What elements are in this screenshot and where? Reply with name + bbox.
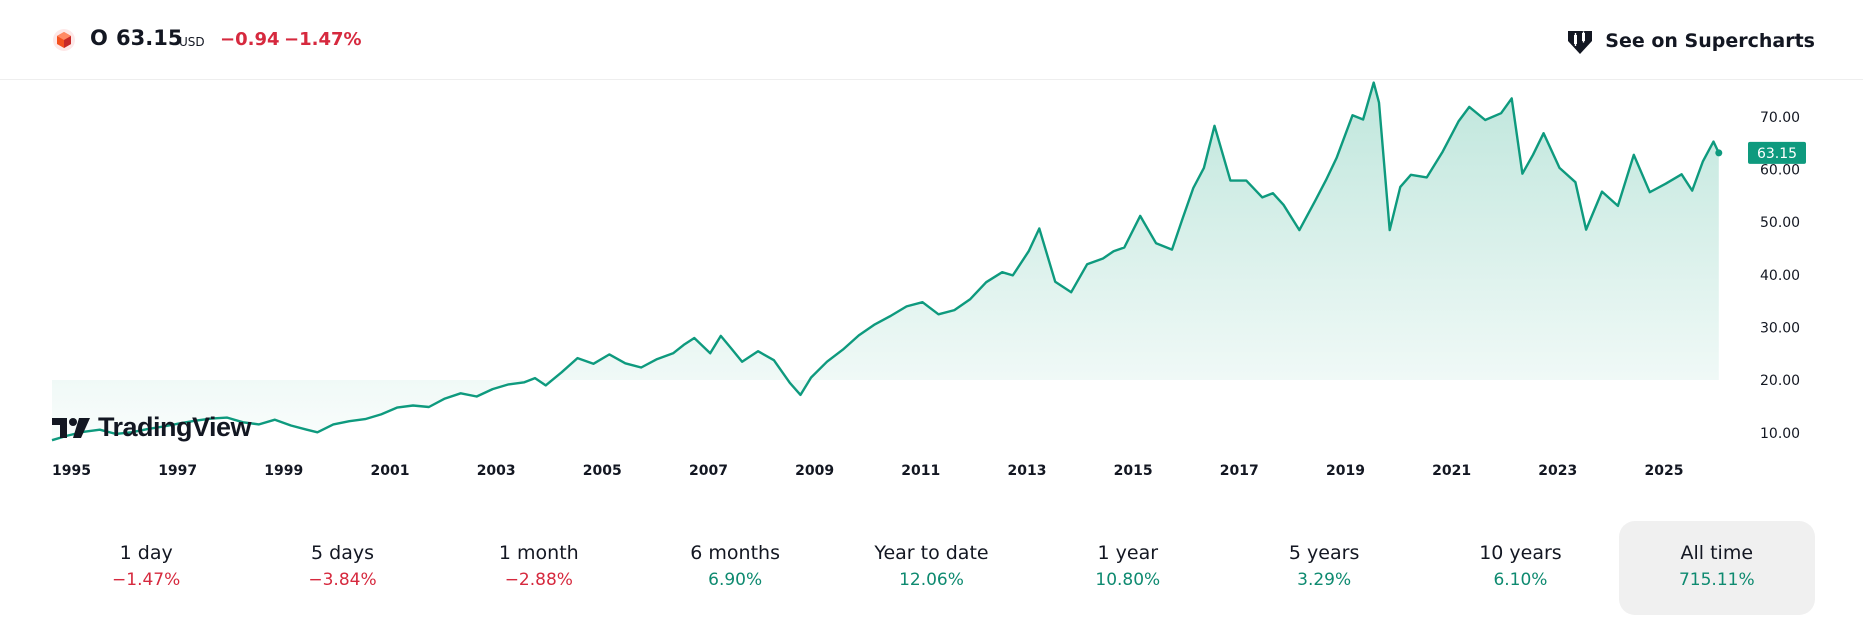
x-tick-label: 2023	[1538, 463, 1577, 479]
last-price-label: 63.15	[1757, 146, 1797, 162]
price-chart[interactable]: 10.00 20.00 30.00 40.00 50.00 60.00 70.00 1995…	[0, 80, 1863, 500]
see-on-supercharts-button[interactable]: See on Supercharts	[1565, 24, 1815, 58]
period-label: 1 day	[119, 542, 173, 564]
period-change-value: −1.47%	[112, 570, 181, 590]
price-line	[51, 81, 1720, 442]
price-area-fill	[52, 82, 1719, 441]
supercharts-label: See on Supercharts	[1605, 30, 1815, 52]
x-tick-label: 1999	[264, 463, 303, 479]
tradingview-logo-icon	[52, 417, 90, 438]
period-label: 1 month	[498, 542, 579, 564]
period-label: 5 years	[1288, 542, 1360, 564]
x-tick-label: 2025	[1645, 463, 1684, 479]
y-tick-label: 20.00	[1760, 373, 1800, 389]
price-change-percent: −1.47%	[284, 29, 362, 50]
period-label: All time	[1680, 542, 1754, 564]
x-tick-label: 2019	[1326, 463, 1365, 479]
ticker-symbol: O	[90, 26, 109, 50]
period-tab[interactable]: 5 days −3.84%	[244, 521, 440, 615]
x-tick-label: 2015	[1114, 463, 1153, 479]
current-price: 63.15	[116, 26, 183, 50]
period-change-value: −2.88%	[504, 570, 573, 590]
tradingview-watermark: TradingView	[52, 412, 252, 443]
period-change-value: 6.10%	[1493, 570, 1548, 590]
x-axis: 1995 1997 1999 2001 2003 2005 2007 2009 2011 2013…	[52, 463, 1683, 479]
x-tick-label: 1997	[158, 463, 197, 479]
period-tab[interactable]: 6 months 6.90%	[637, 521, 833, 615]
period-tab[interactable]: 10 years 6.10%	[1422, 521, 1618, 615]
x-tick-label: 2005	[583, 463, 622, 479]
symbol-header: O 63.15 USD −0.94 −1.47% See on Supercha…	[0, 0, 1863, 80]
y-axis: 10.00 20.00 30.00 40.00 50.00 60.00 70.00	[1760, 110, 1800, 442]
period-label: 5 days	[311, 542, 374, 564]
period-change-value: 715.11%	[1678, 570, 1755, 590]
supercharts-icon	[1568, 31, 1593, 54]
period-tab[interactable]: 5 years 3.29%	[1226, 521, 1422, 615]
period-tab[interactable]: All time 715.11%	[1618, 521, 1815, 615]
period-tab[interactable]: 1 year 10.80%	[1030, 521, 1226, 615]
period-change-value: 3.29%	[1297, 570, 1352, 590]
currency-code: USD	[179, 35, 205, 49]
x-tick-label: 2003	[477, 463, 516, 479]
period-change-value: 6.90%	[708, 570, 763, 590]
x-tick-label: 2021	[1432, 463, 1471, 479]
x-tick-label: 2009	[795, 463, 834, 479]
x-tick-label: 2017	[1220, 463, 1259, 479]
period-tab[interactable]: 1 day −1.47%	[48, 521, 244, 615]
y-tick-label: 70.00	[1760, 110, 1800, 126]
last-price-tag	[1748, 141, 1806, 164]
x-tick-label: 1995	[52, 463, 91, 479]
x-tick-label: 2001	[371, 463, 410, 479]
period-label: Year to date	[874, 542, 989, 564]
period-label: 1 year	[1097, 542, 1159, 564]
period-tab[interactable]: 1 month −2.88%	[441, 521, 637, 615]
period-change-value: 10.80%	[1095, 570, 1161, 590]
x-tick-label: 2007	[689, 463, 728, 479]
y-tick-label: 10.00	[1760, 426, 1800, 442]
y-tick-label: 60.00	[1760, 163, 1800, 179]
period-tab[interactable]: Year to date 12.06%	[833, 521, 1029, 615]
period-change-value: 12.06%	[899, 570, 964, 590]
period-label: 6 months	[690, 542, 780, 564]
last-price-dot	[1715, 149, 1723, 157]
y-tick-label: 40.00	[1760, 268, 1800, 284]
last-price-marker: 63.15	[1715, 141, 1806, 164]
period-change-value: −3.84%	[308, 570, 377, 590]
y-tick-label: 50.00	[1760, 215, 1800, 231]
tradingview-wordmark: TradingView	[98, 412, 252, 442]
company-logo-icon	[53, 29, 75, 51]
y-tick-label: 30.00	[1760, 321, 1800, 337]
x-tick-label: 2013	[1008, 463, 1047, 479]
price-change-absolute: −0.94	[220, 29, 280, 50]
period-label: 10 years	[1479, 542, 1562, 564]
performance-periods: 1 day −1.47% 5 days −3.84% 1 month −2.88% 6 mo…	[48, 521, 1815, 615]
x-tick-label: 2011	[901, 463, 940, 479]
